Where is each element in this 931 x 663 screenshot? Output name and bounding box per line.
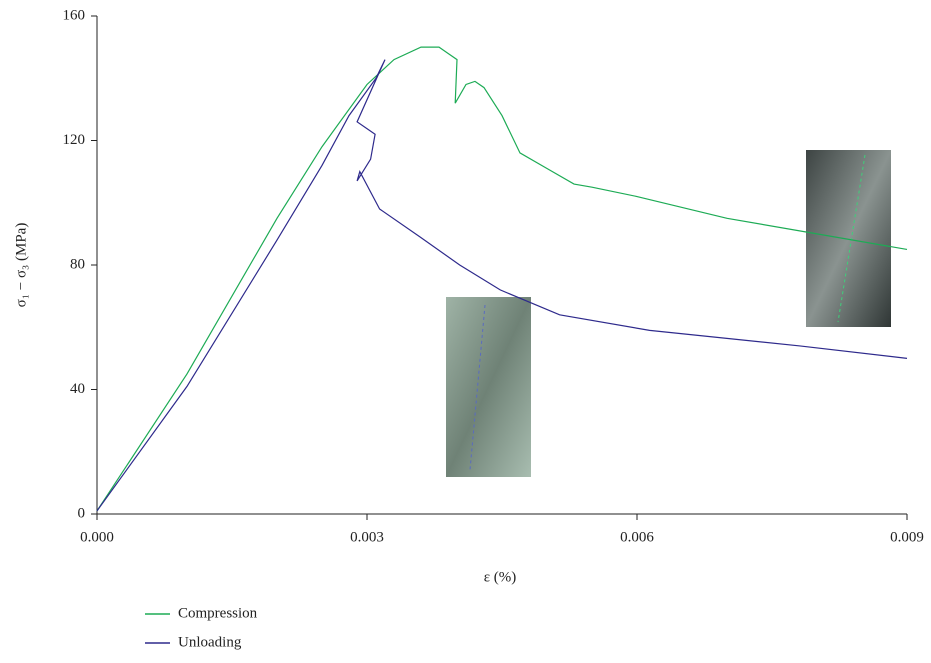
crack-line bbox=[837, 154, 866, 323]
specimen-photo bbox=[446, 297, 531, 477]
legend-label: Compression bbox=[178, 605, 258, 621]
data-line bbox=[96, 59, 908, 512]
x-tick-label: 0.003 bbox=[350, 529, 384, 545]
x-axis-label: ε (%) bbox=[484, 569, 517, 585]
legend-label: Unloading bbox=[178, 634, 242, 650]
y-tick-label: 40 bbox=[70, 381, 85, 397]
x-tick-label: 0.000 bbox=[80, 529, 114, 545]
y-axis-label: σ₁ − σ₃ (MPa) bbox=[13, 223, 29, 308]
data-line bbox=[96, 46, 908, 512]
y-tick-label: 120 bbox=[63, 132, 86, 148]
crack-line bbox=[469, 304, 486, 471]
specimen-photo bbox=[806, 150, 891, 327]
x-tick-label: 0.009 bbox=[890, 529, 924, 545]
y-tick-label: 0 bbox=[78, 505, 86, 521]
y-tick-label: 160 bbox=[63, 7, 86, 23]
x-tick-label: 0.006 bbox=[620, 529, 654, 545]
y-tick-label: 80 bbox=[70, 256, 85, 272]
